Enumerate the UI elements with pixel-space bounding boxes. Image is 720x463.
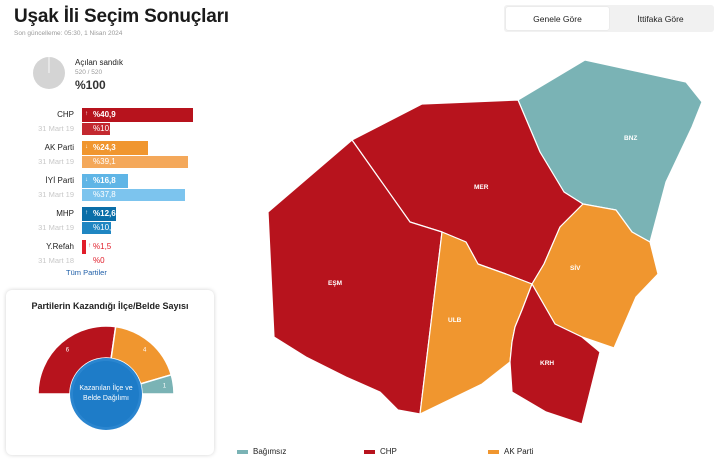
ballot-count: 520 / 520 [75,69,103,76]
legend-swatch [488,449,499,454]
ballot-percent: %100 [75,78,106,92]
previous-election-label: 31 Mart 19 [38,190,74,199]
district-map: BNZ MER EŞM ULB SİV KRH [267,59,703,425]
page-title: Uşak İli Seçim Sonuçları [14,6,229,27]
party-name: AK Parti [44,143,74,152]
legend-label: Bağımsız [253,447,287,456]
party-row-akparti: AK Parti 31 Mart 19 ↓ %24,3 %39,1 [0,141,200,174]
previous-vote-value: %37,8 [93,190,116,199]
gauge-segment-count: 4 [143,347,147,353]
previous-vote-value: %39,1 [93,157,116,166]
last-updated: Son güncelleme: 05:30, 1 Nisan 2024 [14,30,123,37]
previous-vote-bar [82,123,111,135]
panel-title: Partilerin Kazandığı İlçe/Belde Sayısı [31,301,189,311]
current-vote-value: %16,8 [93,176,116,185]
gauge-segment-count: 6 [66,347,70,353]
view-tabs: Genele Göre İttifaka Göre [504,5,714,32]
current-vote-bar [82,174,128,188]
legend-swatch [364,449,375,454]
current-vote-value: %40,9 [93,110,116,119]
gauge-segment-count: 1 [163,384,167,390]
party-results: CHP 31 Mart 19 ↑ %40,9 %10,4 AK Parti 31… [0,108,200,273]
current-vote-bar [82,207,117,221]
party-name: CHP [57,110,74,119]
current-vote-value: %12,6 [93,209,116,218]
party-name: MHP [56,209,74,218]
tab-overall[interactable]: Genele Göre [506,7,609,30]
gauge-center-label-1: Kazanılan İlçe ve [79,383,132,392]
previous-election-label: 31 Mart 19 [38,223,74,232]
district-label-siv: SİV [570,264,581,272]
current-vote-value: %1,5 [93,242,112,251]
legend-label: AK Parti [504,447,534,456]
district-label-mer: MER [474,184,489,191]
district-label-bnz: BNZ [624,135,637,142]
party-row-iyiparti: İYİ Parti 31 Mart 19 ↓ %16,8 %37,8 [0,174,200,207]
party-name: Y.Refah [46,242,74,251]
previous-vote-bar [82,156,189,168]
trend-up-icon: ↑ [85,210,88,216]
party-name: İYİ Parti [45,176,74,185]
legend-item-bagimsiz: Bağımsız [237,447,286,456]
previous-vote-value: %10,8 [93,223,116,232]
district-label-krh: KRH [540,360,554,367]
previous-vote-value: %10,4 [93,124,116,133]
previous-election-label: 31 Mart 19 [38,124,74,133]
previous-election-label: 31 Mart 18 [38,256,74,265]
legend-item-akparti: AK Parti [488,447,533,456]
all-parties-link[interactable]: Tüm Partiler [66,268,107,277]
district-esm[interactable] [267,139,443,415]
district-label-ulb: ULB [448,317,462,324]
legend-label: CHP [380,447,397,456]
district-krh[interactable] [509,283,601,425]
gauge-center-label-2: Belde Dağılımı [83,395,129,402]
gauge-center-inner [73,361,139,427]
trend-up-icon: ↑ [88,243,91,249]
current-vote-bar [82,141,148,155]
party-row-yrefah: Y.Refah 31 Mart 18 ↑ %1,5 %0 [0,240,200,273]
previous-vote-value: %0 [93,256,105,265]
ballot-progress-pie [33,57,65,89]
district-wins-panel: Partilerin Kazandığı İlçe/Belde Sayısı 6… [6,290,214,455]
trend-down-icon: ↓ [85,177,88,183]
party-row-chp: CHP 31 Mart 19 ↑ %40,9 %10,4 [0,108,200,141]
current-vote-bar [82,108,193,122]
party-row-mhp: MHP 31 Mart 19 ↑ %12,6 %10,8 [0,207,200,240]
trend-up-icon: ↑ [85,111,88,117]
previous-vote-bar [82,189,185,201]
district-label-esm: EŞM [328,280,342,287]
current-vote-bar [82,240,87,254]
previous-vote-bar [82,222,112,234]
district-wins-gauge: 6 4 1 Kazanılan İlçe ve Belde Dağılımı [37,325,175,430]
tab-alliance[interactable]: İttifaka Göre [637,13,684,24]
ballot-label: Açılan sandık [75,58,124,67]
trend-down-icon: ↓ [85,144,88,150]
district-siv[interactable] [531,203,659,349]
legend-swatch [237,449,248,454]
current-vote-value: %24,3 [93,143,116,152]
previous-election-label: 31 Mart 19 [38,157,74,166]
legend-item-chp: CHP [364,447,397,456]
